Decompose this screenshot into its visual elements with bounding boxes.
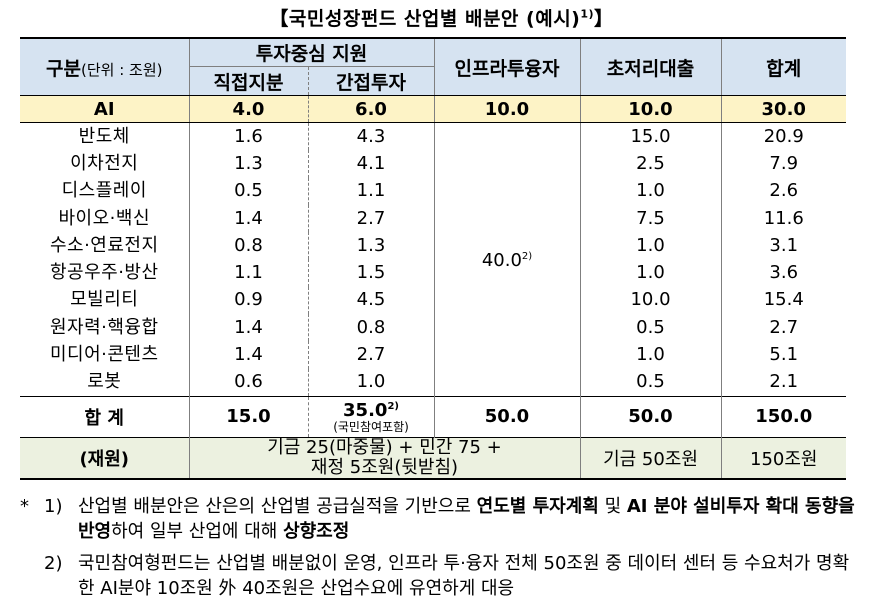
row-indirect: 4.3 xyxy=(307,122,434,151)
header-direct: 직접지분 xyxy=(188,66,308,96)
ai-indirect: 6.0 xyxy=(307,95,434,123)
table-row: 항공우주·방산 1.1 1.5 1.0 3.6 xyxy=(20,259,846,287)
table-row: 바이오·백신 1.4 2.7 7.5 11.6 xyxy=(20,204,846,233)
row-name: 반도체 xyxy=(78,125,130,147)
funding-name: (재원) xyxy=(20,436,189,480)
header-row-1: 구분(단위 : 조원) 투자중심 지원 인프라투융자 초저리대출 합계 xyxy=(20,37,846,96)
table-row: 디스플레이 0.5 1.1 1.0 2.6 xyxy=(20,177,846,205)
header-loan: 초저리대출 xyxy=(579,37,721,96)
total-name: 합 계 xyxy=(20,395,189,438)
table-row: 수소·연료전지 0.8 1.3 1.0 3.1 xyxy=(20,232,846,260)
row-indirect: 1.0 xyxy=(307,368,434,397)
row-indirect: 1.5 xyxy=(307,259,434,287)
table-row: 미디어·콘텐츠 1.4 2.7 1.0 5.1 xyxy=(20,341,846,369)
row-indirect: 0.8 xyxy=(307,314,434,342)
row-indirect: 4.5 xyxy=(307,286,434,315)
row-loan: 1.0 xyxy=(579,177,721,205)
row-direct: 0.6 xyxy=(188,368,308,397)
row-indirect: 1.3 xyxy=(307,232,434,260)
row-loan: 2.5 xyxy=(579,150,721,178)
header-invest-group: 투자중심 지원 xyxy=(188,37,434,67)
row-name: 수소·연료전지 xyxy=(49,234,159,256)
row-direct: 0.9 xyxy=(188,286,308,315)
row-total: 3.1 xyxy=(720,232,846,260)
funding-loan: 기금 50조원 xyxy=(579,436,721,480)
total-indirect: 35.02) (국민참여포함) xyxy=(307,395,434,438)
header-row-2: 직접지분 간접투자 xyxy=(20,66,846,96)
row-total: 2.7 xyxy=(720,314,846,342)
row-total: 7.9 xyxy=(720,150,846,178)
row-loan: 1.0 xyxy=(579,341,721,369)
row-total: 5.1 xyxy=(720,341,846,369)
table-title: 【국민성장펀드 산업별 배분안 (예시)1)】 xyxy=(269,7,614,30)
header-infra: 인프라투융자 xyxy=(433,37,580,96)
total-indirect-note: (국민참여포함) xyxy=(333,419,409,434)
row-direct: 1.4 xyxy=(188,314,308,342)
ai-row: AI 4.0 6.0 10.0 10.0 30.0 xyxy=(20,95,846,123)
row-name: 원자력·핵융합 xyxy=(49,316,159,338)
table-row: 이차전지 1.3 4.1 2.5 7.9 xyxy=(20,150,846,178)
row-total: 20.9 xyxy=(720,122,846,151)
row-name: 이차전지 xyxy=(70,152,139,174)
row-loan: 1.0 xyxy=(579,232,721,260)
row-indirect: 2.7 xyxy=(307,204,434,233)
total-infra: 50.0 xyxy=(433,395,580,438)
row-direct: 1.3 xyxy=(188,150,308,178)
row-direct: 1.6 xyxy=(188,122,308,151)
row-loan: 0.5 xyxy=(579,314,721,342)
row-total: 2.6 xyxy=(720,177,846,205)
row-indirect: 2.7 xyxy=(307,341,434,369)
row-loan: 10.0 xyxy=(579,286,721,315)
total-loan: 50.0 xyxy=(579,395,721,438)
row-loan: 15.0 xyxy=(579,122,721,151)
row-total: 11.6 xyxy=(720,204,846,233)
footnotes: * 1) 산업별 배분안은 산은의 산업별 공급실적을 기반으로 연도별 투자계… xyxy=(20,494,860,608)
row-name: 디스플레이 xyxy=(61,180,147,202)
row-indirect: 1.1 xyxy=(307,177,434,205)
table-row: 로봇 0.6 1.0 0.5 2.1 xyxy=(20,368,846,397)
row-indirect: 4.1 xyxy=(307,150,434,178)
funding-total: 150조원 xyxy=(720,436,846,480)
allocation-table: 구분(단위 : 조원) 투자중심 지원 인프라투융자 초저리대출 합계 직접지분… xyxy=(20,37,846,480)
row-direct: 1.4 xyxy=(188,341,308,369)
table-row: 모빌리티 0.9 4.5 10.0 15.4 xyxy=(20,286,846,315)
row-name: 모빌리티 xyxy=(70,289,139,311)
infra-merged-cell: 40.02) xyxy=(433,122,580,397)
ai-loan: 10.0 xyxy=(579,95,721,123)
header-total: 합계 xyxy=(720,37,846,96)
row-loan: 1.0 xyxy=(579,259,721,287)
row-direct: 0.5 xyxy=(188,177,308,205)
row-loan: 0.5 xyxy=(579,368,721,397)
ai-direct: 4.0 xyxy=(188,95,308,123)
total-direct: 15.0 xyxy=(188,395,308,438)
row-direct: 1.1 xyxy=(188,259,308,287)
ai-infra: 10.0 xyxy=(433,95,580,123)
row-direct: 1.4 xyxy=(188,204,308,233)
row-name: 항공우주·방산 xyxy=(49,262,159,284)
row-name: 바이오·백신 xyxy=(58,207,151,229)
table-row: 반도체 1.6 4.3 40.02) 15.0 20.9 xyxy=(20,122,846,397)
ai-total: 30.0 xyxy=(720,95,846,123)
table-row: 원자력·핵융합 1.4 0.8 0.5 2.7 xyxy=(20,314,846,342)
ai-name: AI xyxy=(20,95,189,123)
row-name: 미디어·콘텐츠 xyxy=(49,344,159,366)
total-row: 합 계 15.0 35.02) (국민참여포함) 50.0 50.0 150.0 xyxy=(20,395,846,438)
row-name: 로봇 xyxy=(87,371,122,393)
header-category: 구분(단위 : 조원) xyxy=(20,37,189,96)
funding-row: (재원) 기금 25(마중물) + 민간 75 + 재정 5조원(뒷받침) 기금… xyxy=(20,436,846,480)
row-total: 2.1 xyxy=(720,368,846,397)
total-total: 150.0 xyxy=(720,395,846,438)
row-total: 3.6 xyxy=(720,259,846,287)
funding-invest: 기금 25(마중물) + 민간 75 + 재정 5조원(뒷받침) xyxy=(188,436,580,480)
row-total: 15.4 xyxy=(720,286,846,315)
row-direct: 0.8 xyxy=(188,232,308,260)
row-loan: 7.5 xyxy=(579,204,721,233)
footnote-2: 2) 국민참여형펀드는 산업별 배분없이 운영, 인프라 투·융자 전체 50조… xyxy=(44,553,850,599)
footnote-1: * 1) 산업별 배분안은 산은의 산업별 공급실적을 기반으로 연도별 투자계… xyxy=(20,496,855,542)
header-indirect: 간접투자 xyxy=(307,66,434,96)
